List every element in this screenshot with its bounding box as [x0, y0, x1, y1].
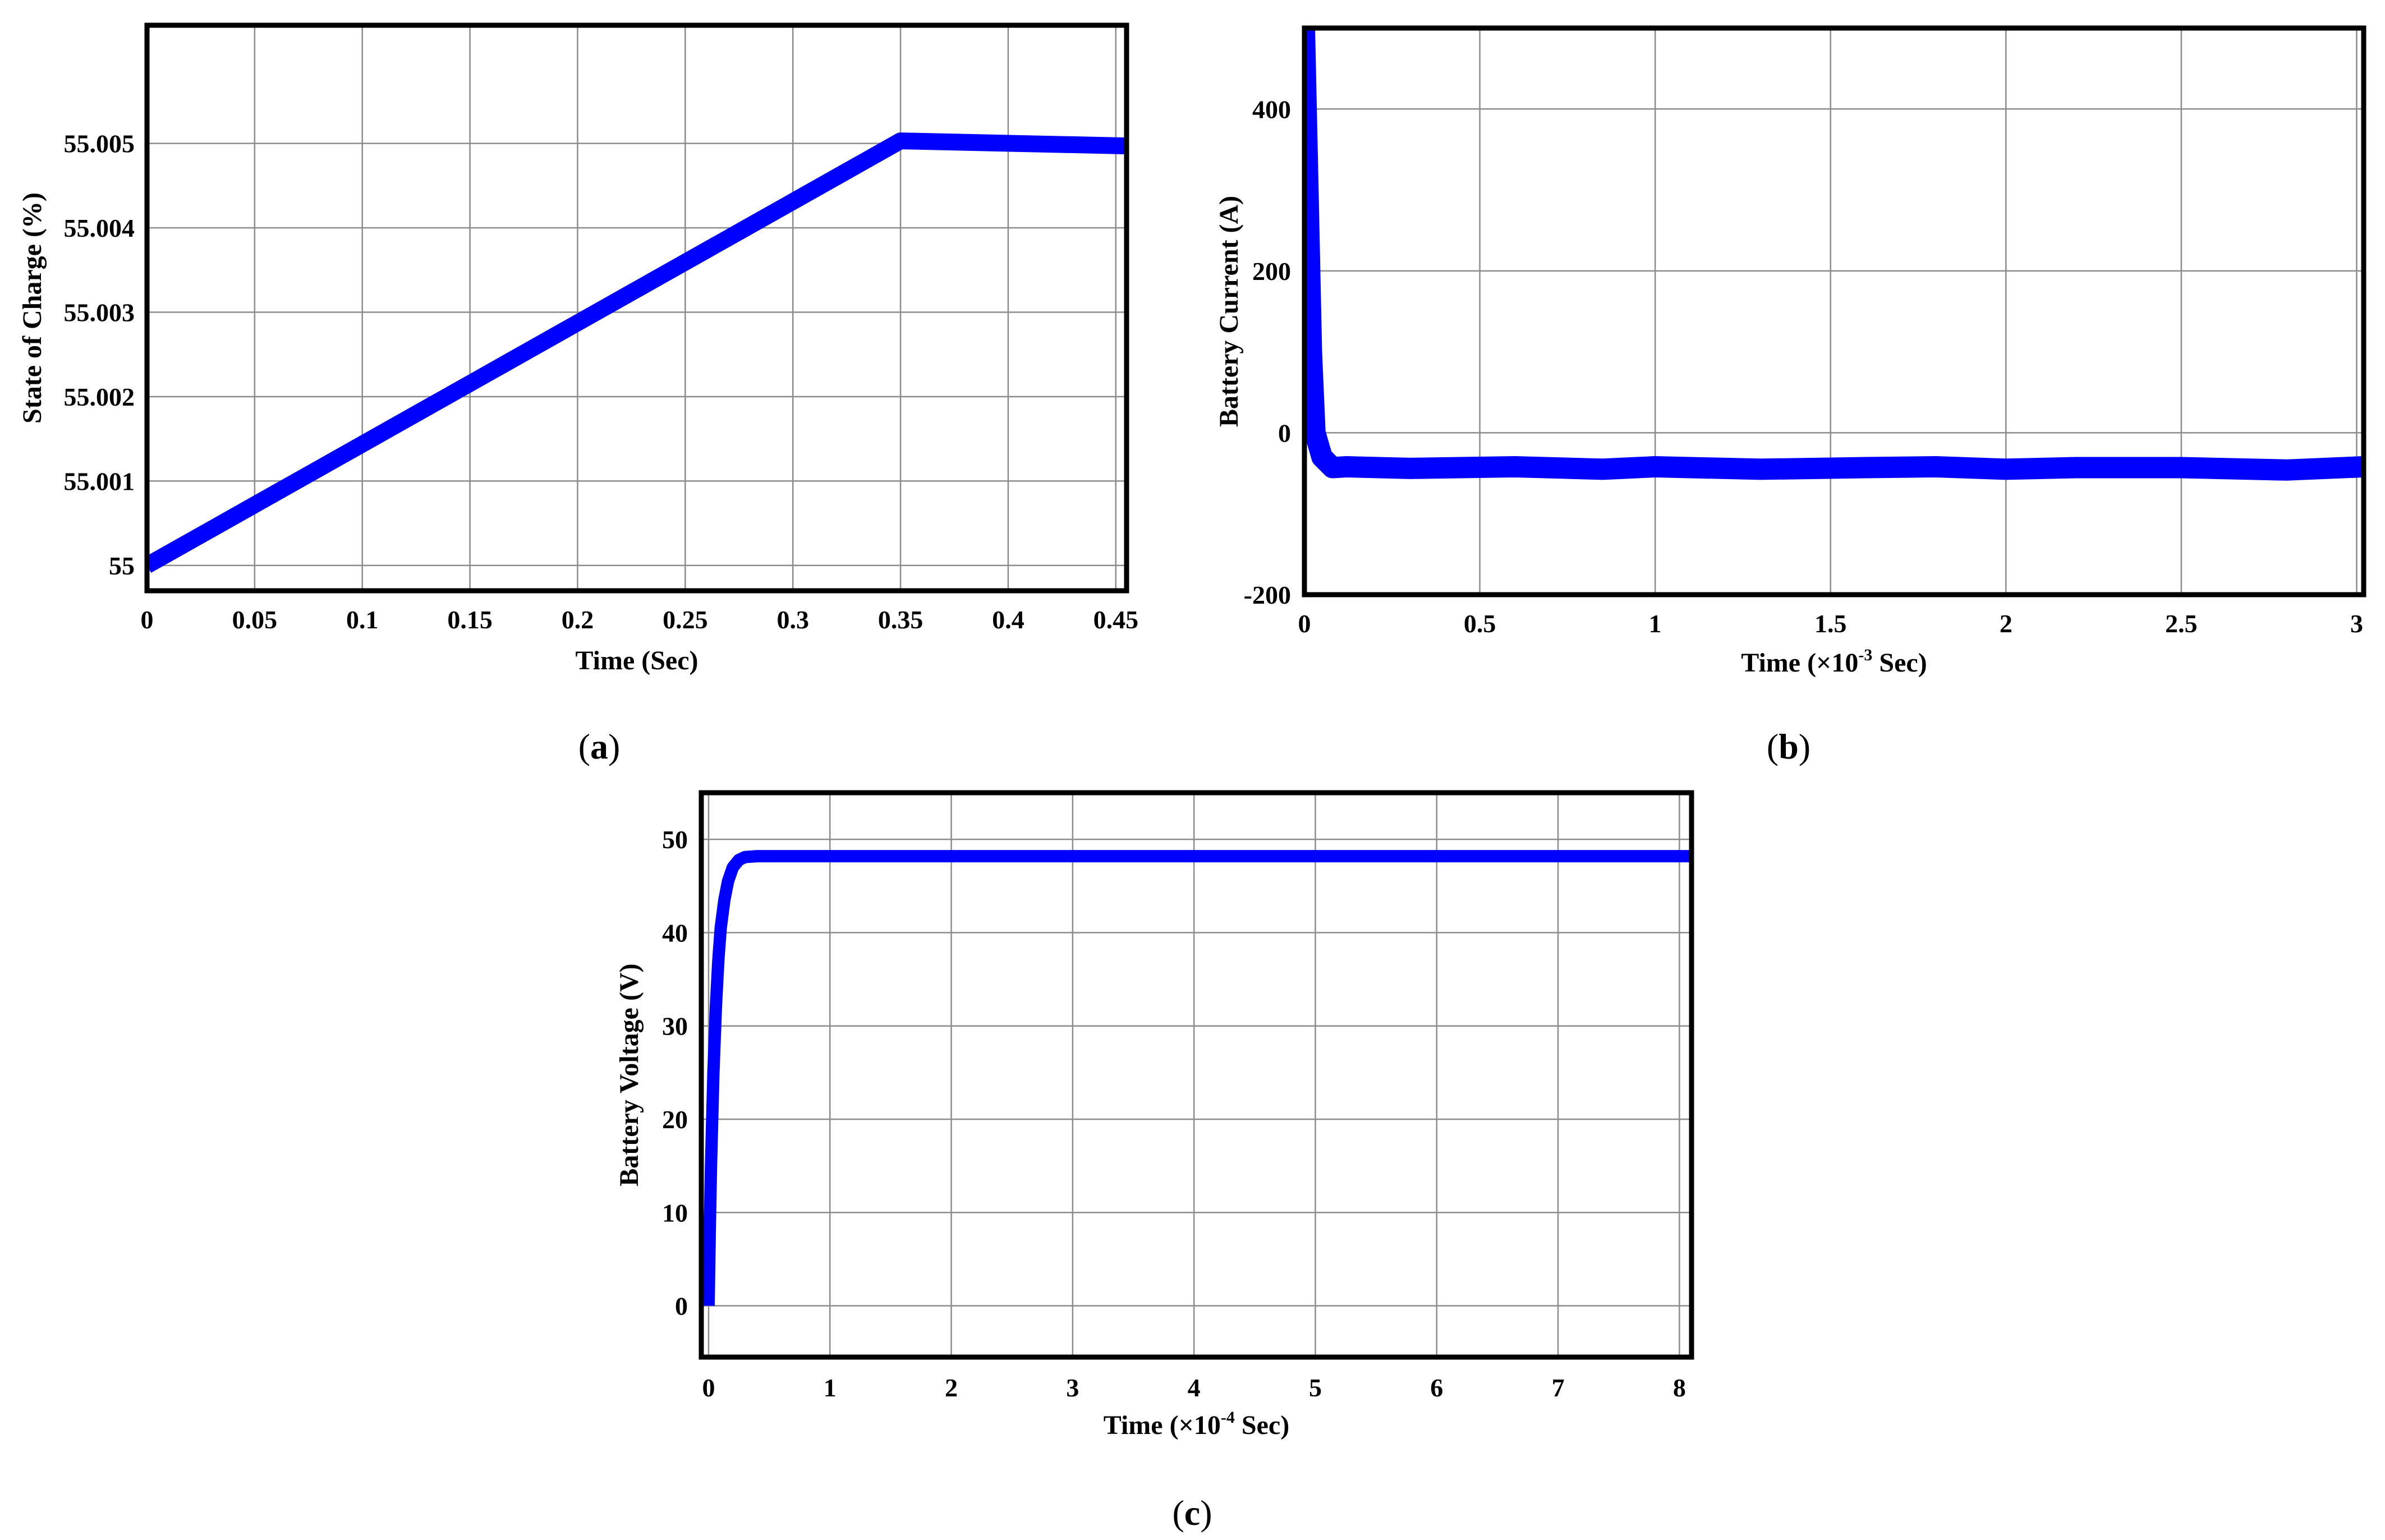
y-tick-labels-b: -200 0 200 400 [1244, 95, 1291, 609]
x-tick-label: 0 [141, 605, 154, 634]
y-tick-label: 55.005 [64, 130, 135, 158]
series-a [147, 132, 1127, 573]
y-tick-label: 0 [675, 1292, 688, 1321]
x-tick-label: 0.4 [992, 605, 1024, 634]
panel-label-a: (a) [578, 727, 621, 766]
x-tick-label: 1 [824, 1373, 837, 1402]
x-tick-label: 0 [702, 1373, 715, 1402]
x-tick-label: 0.25 [663, 605, 708, 634]
x-tick-label: 5 [1309, 1373, 1322, 1402]
x-tick-label: 7 [1552, 1373, 1565, 1402]
x-tick-label: 0.05 [232, 605, 278, 634]
y-tick-label: 55 [109, 551, 135, 580]
x-tick-label: 2 [2000, 609, 2012, 638]
x-tick-label: 0.3 [776, 605, 809, 634]
x-axis-label-text: Time (×10 [1104, 1410, 1221, 1440]
chart-panel-a: 0 0.05 0.1 0.15 0.2 0.25 0.3 0.35 0.4 0.45 55 55.0… [17, 22, 1139, 766]
y-tick-label: 55.001 [64, 467, 135, 495]
panel-label-c: (c) [1172, 1493, 1212, 1533]
y-tick-label: 55.003 [64, 298, 135, 327]
y-tick-label: 0 [1278, 419, 1291, 447]
x-tick-labels-b: 0 0.5 1 1.5 2 2.5 3 [1298, 609, 2363, 638]
chart-panel-c: 0 1 2 3 4 5 6 7 8 0 10 20 30 40 50 Time (×10-4 Sec) B… [614, 790, 1694, 1533]
x-tick-labels-a: 0 0.05 0.1 0.15 0.2 0.25 0.3 0.35 0.4 0.45 [141, 605, 1139, 634]
x-tick-label: 0.15 [447, 605, 493, 634]
x-axis-label-text: Time (Sec) [575, 646, 698, 675]
x-tick-label: 0.1 [346, 605, 379, 634]
plot-frame-b [1302, 25, 2366, 597]
y-tick-label: 10 [662, 1198, 688, 1227]
x-tick-label: 4 [1188, 1373, 1201, 1402]
x-tick-label: 2.5 [2165, 609, 2198, 638]
x-tick-label: 6 [1430, 1373, 1443, 1402]
y-tick-label: 50 [662, 825, 688, 854]
x-tick-label: 0 [1298, 609, 1311, 638]
x-axis-label-c: Time (×10-4 Sec) [1104, 1408, 1289, 1440]
x-tick-label: 2 [945, 1373, 958, 1402]
y-tick-label: 55.002 [64, 383, 135, 411]
series-line [702, 850, 1692, 1306]
x-tick-label: 1 [1649, 609, 1662, 638]
x-tick-labels-c: 0 1 2 3 4 5 6 7 8 [702, 1373, 1685, 1402]
y-tick-label: -200 [1244, 581, 1291, 609]
series-line [147, 132, 1127, 573]
x-tick-label: 3 [2350, 609, 2363, 638]
y-tick-label: 20 [662, 1105, 688, 1134]
gridlines-c [701, 793, 1692, 1357]
y-tick-label: 200 [1252, 257, 1291, 286]
y-tick-label: 400 [1252, 95, 1291, 123]
x-tick-label: 0.45 [1093, 605, 1139, 634]
y-tick-labels-a: 55 55.001 55.002 55.003 55.004 55.005 [64, 130, 135, 580]
series-b [1304, 28, 2364, 481]
x-tick-label: 0.5 [1464, 609, 1496, 638]
x-axis-label-exponent: -4 [1221, 1408, 1235, 1427]
y-axis-label-c: Battery Voltage (V) [614, 963, 644, 1186]
x-tick-label: 8 [1673, 1373, 1686, 1402]
series-line [1304, 28, 2364, 481]
x-axis-label-unit: Sec) [1235, 1410, 1289, 1440]
y-tick-label: 55.004 [64, 214, 135, 242]
x-tick-label: 0.2 [562, 605, 594, 634]
x-axis-label-text: Time (×10 [1741, 648, 1858, 678]
gridlines-a [147, 25, 1127, 591]
x-axis-label-b: Time (×10-3 Sec) [1741, 646, 1927, 678]
x-axis-label-exponent: -3 [1858, 646, 1872, 664]
y-tick-label: 30 [662, 1012, 688, 1041]
plot-frame-c [699, 790, 1694, 1360]
y-tick-label: 40 [662, 918, 688, 947]
y-tick-labels-c: 0 10 20 30 40 50 [662, 825, 688, 1320]
x-tick-label: 3 [1066, 1373, 1079, 1402]
panel-label-b: (b) [1767, 727, 1810, 766]
plot-frame-a [144, 22, 1129, 594]
gridlines-b [1304, 28, 2364, 595]
x-tick-label: 0.35 [878, 605, 923, 634]
y-axis-label-b: Battery Current (A) [1214, 196, 1244, 427]
x-axis-label-a: Time (Sec) [575, 646, 698, 675]
y-axis-label-a: State of Charge (%) [17, 192, 47, 424]
x-axis-label-unit: Sec) [1872, 648, 1927, 678]
series-c [702, 850, 1692, 1306]
x-tick-label: 1.5 [1814, 609, 1847, 638]
